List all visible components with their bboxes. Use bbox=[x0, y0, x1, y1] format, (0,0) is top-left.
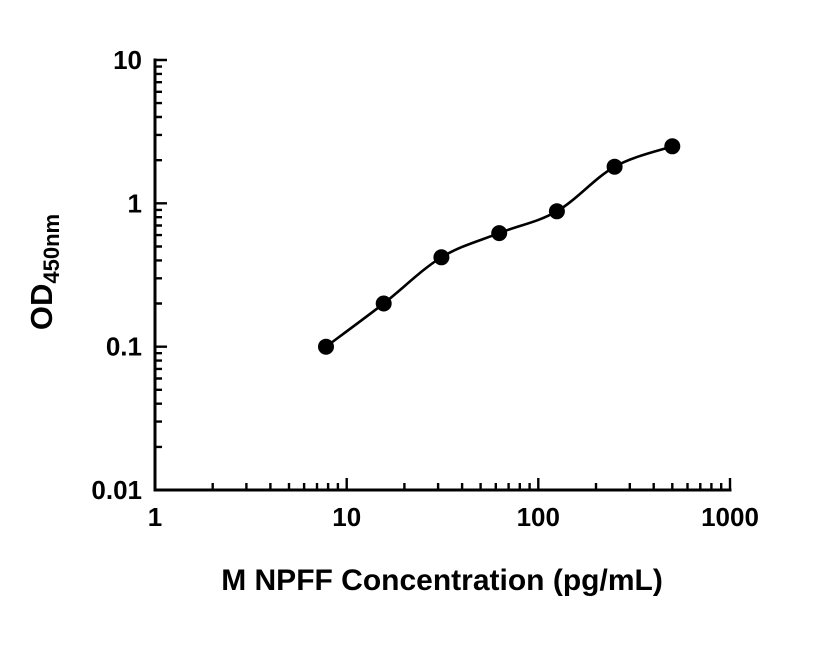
data-point bbox=[491, 225, 508, 242]
data-point bbox=[375, 295, 392, 312]
data-point bbox=[318, 338, 334, 355]
data-point bbox=[433, 249, 450, 266]
y-tick-label: 0.1 bbox=[106, 332, 142, 362]
axis-lines bbox=[153, 58, 732, 492]
data-points bbox=[318, 138, 681, 355]
y-axis-label-sub: 450nm bbox=[39, 214, 64, 284]
tick-marks bbox=[153, 58, 732, 492]
x-tick-label: 10 bbox=[332, 502, 361, 532]
axis-ticks bbox=[153, 58, 732, 492]
y-axis-title-text: OD450nm bbox=[24, 214, 64, 330]
y-tick-label: 10 bbox=[113, 45, 142, 75]
y-tick-label: 0.01 bbox=[91, 475, 142, 505]
x-tick-label: 100 bbox=[517, 502, 560, 532]
y-axis-title: OD450nm bbox=[24, 214, 64, 330]
x-tick-label: 1000 bbox=[701, 502, 759, 532]
tick-labels: 1 10 100 1000 0.01 0.1 1 10 bbox=[91, 45, 759, 532]
data-point bbox=[606, 158, 623, 175]
x-tick-label: 1 bbox=[148, 502, 162, 532]
data-point bbox=[664, 138, 681, 155]
x-axis-title: M NPFF Concentration (pg/mL) bbox=[221, 564, 663, 597]
fit-curve bbox=[324, 145, 674, 348]
y-tick-label: 1 bbox=[128, 188, 142, 218]
y-axis-label-main: OD bbox=[24, 284, 59, 331]
data-point bbox=[548, 203, 565, 220]
